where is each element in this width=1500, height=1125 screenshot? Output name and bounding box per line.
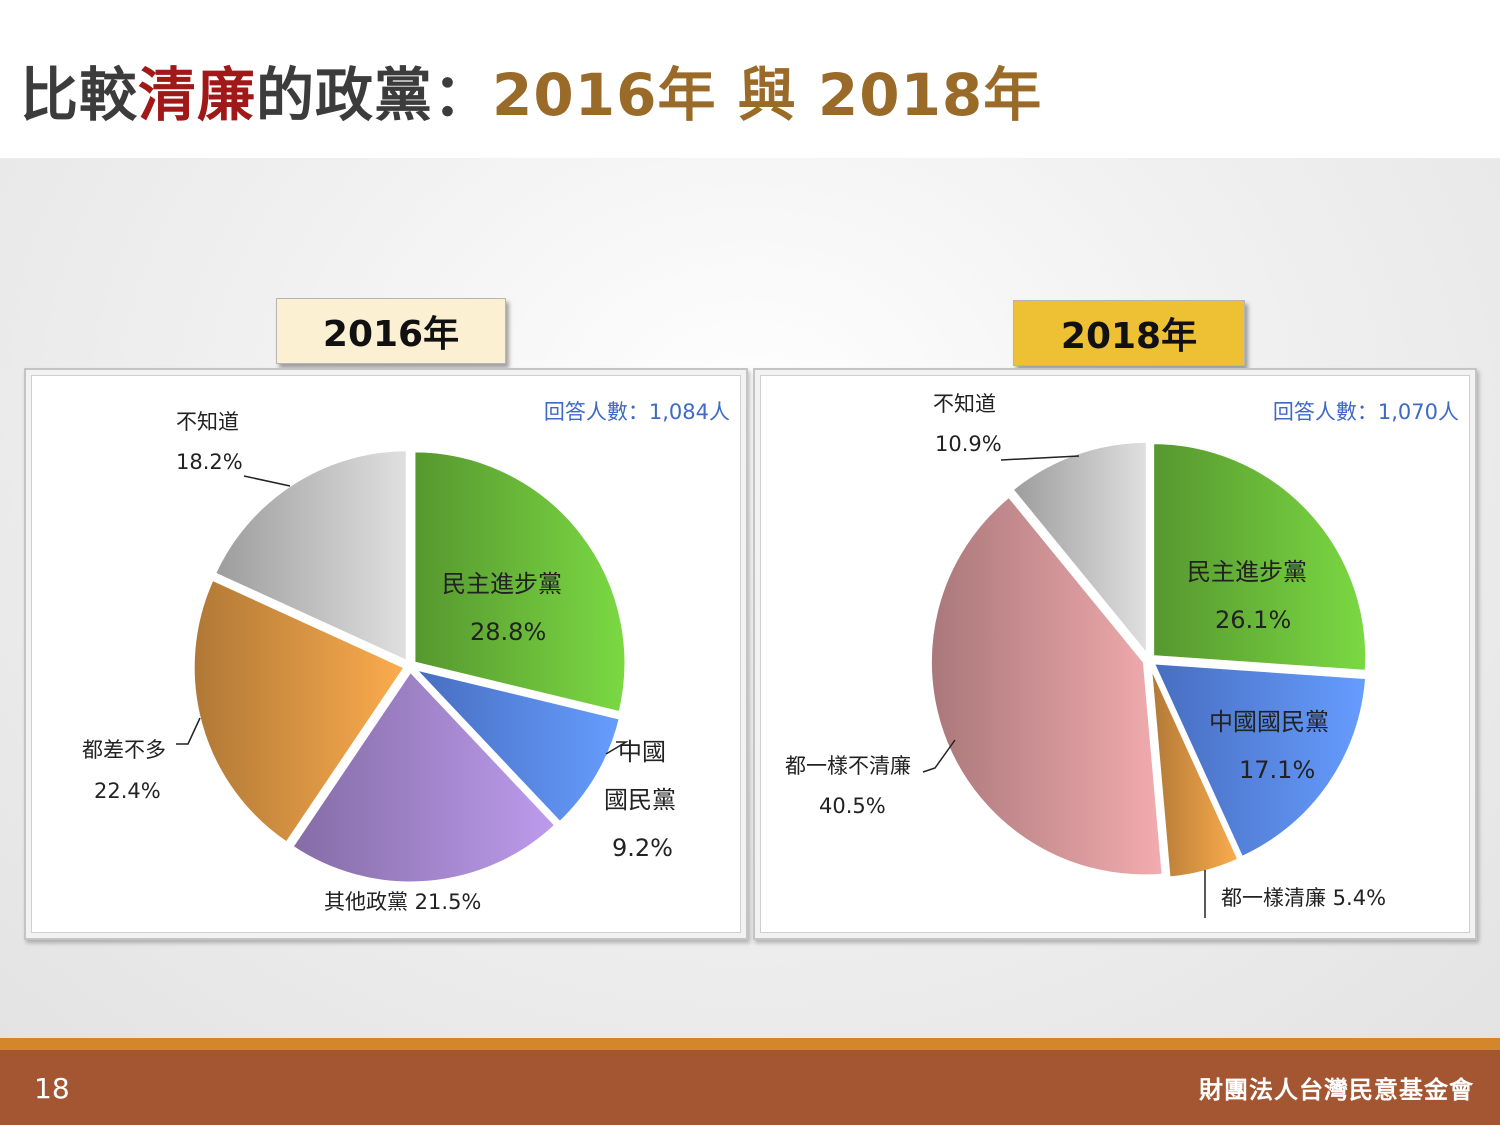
footer-bar: 18 財團法人台灣民意基金會 — [0, 1050, 1500, 1125]
pie-slice-2016-0 — [412, 449, 628, 715]
label-other-2016: 其他政黨 21.5% — [324, 890, 482, 914]
pie-slice-2016-2 — [289, 668, 559, 885]
pie-chart-2016 — [176, 448, 629, 885]
title-part2: 的政黨： — [256, 61, 493, 129]
leader-line-2018-2 — [922, 739, 956, 773]
label-dontknow-name-2018: 不知道 — [933, 392, 996, 416]
label-clean-2018: 都一樣清廉 5.4% — [1221, 886, 1387, 910]
label-unclean-pct-2018: 40.5% — [819, 794, 886, 818]
label-unclean-name-2018: 都一樣不清廉 — [785, 754, 911, 778]
pie-slice-2016-1 — [409, 665, 623, 825]
year-label-2016: 2016年 — [276, 298, 506, 364]
organization-name: 財團法人台灣民意基金會 — [1199, 1076, 1474, 1104]
label-kmt-name-2018: 中國國民黨 — [1209, 708, 1329, 736]
chart-panel-2018: 回答人數：1,070人 不知道 10.9% 民主進步黨 26.1% 中國國民黨 … — [753, 368, 1477, 940]
pie-slice-2016-4 — [212, 448, 409, 665]
leader-line-2016-2 — [176, 717, 201, 745]
pie-slice-2018-1 — [1150, 661, 1369, 860]
label-dontknow-pct-2016: 18.2% — [176, 450, 243, 474]
title-highlight: 清廉 — [138, 61, 257, 129]
leader-line-2018-0 — [1000, 455, 1080, 461]
leader-line-2016-0 — [243, 475, 291, 487]
chart-panel-2016: 回答人數：1,084人 不知道 18.2% 民主進步黨 28.8% 中國 國民黨… — [24, 368, 748, 940]
leader-line-2016-1 — [605, 741, 629, 755]
label-kmt-pct-2016: 9.2% — [612, 834, 673, 862]
pie-slice-2018-0 — [1151, 441, 1369, 673]
pie-slice-2018-3 — [928, 494, 1165, 878]
label-kmt-pct-2018: 17.1% — [1239, 756, 1316, 784]
label-same-name-2016: 都差不多 — [82, 738, 166, 762]
pie-slice-2018-4 — [1009, 439, 1149, 660]
title-years: 2016年 與 2018年 — [492, 61, 1043, 129]
label-dpp-pct-2016: 28.8% — [470, 618, 547, 646]
respondent-count-2018: 回答人數：1,070人 — [1272, 400, 1459, 424]
respondent-count-2016: 回答人數：1,084人 — [543, 400, 730, 424]
label-dpp-pct-2018: 26.1% — [1215, 606, 1292, 634]
label-dontknow-pct-2018: 10.9% — [935, 432, 1002, 456]
label-same-pct-2016: 22.4% — [94, 779, 161, 803]
page-number: 18 — [34, 1072, 70, 1105]
page-title: 比較清廉的政黨：2016年 與 2018年 — [20, 48, 1042, 132]
label-kmt-line2-2016: 國民黨 — [604, 786, 676, 814]
label-dontknow-name-2016: 不知道 — [176, 410, 239, 434]
pie-chart-2018 — [922, 439, 1369, 918]
label-dpp-name-2018: 民主進步黨 — [1187, 558, 1307, 586]
label-kmt-line1-2016: 中國 — [618, 738, 666, 766]
year-label-2018: 2018年 — [1013, 300, 1245, 366]
footer-accent-strip — [0, 1038, 1500, 1050]
label-dpp-name-2016: 民主進步黨 — [442, 570, 562, 598]
pie-slice-2016-3 — [191, 577, 408, 846]
title-part1: 比較 — [20, 61, 139, 129]
